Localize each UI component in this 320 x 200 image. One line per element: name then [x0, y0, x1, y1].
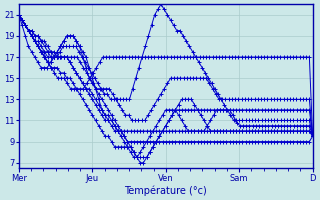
X-axis label: Température (°c): Température (°c) [124, 185, 207, 196]
